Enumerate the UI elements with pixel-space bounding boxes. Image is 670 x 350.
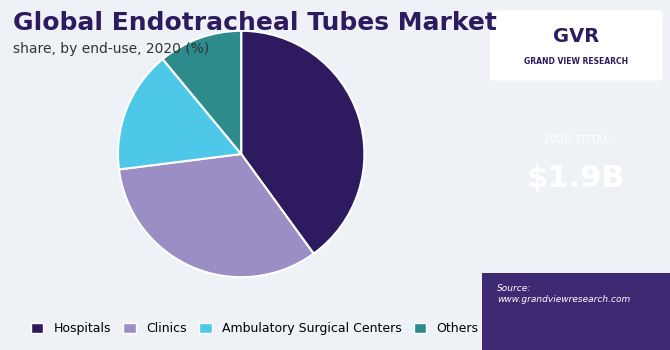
Wedge shape bbox=[241, 31, 364, 254]
Text: Source:
www.grandviewresearch.com: Source: www.grandviewresearch.com bbox=[497, 284, 630, 304]
Text: $1.9B: $1.9B bbox=[527, 164, 626, 193]
Text: share, by end-use, 2020 (%): share, by end-use, 2020 (%) bbox=[13, 42, 210, 56]
FancyBboxPatch shape bbox=[490, 10, 663, 80]
FancyBboxPatch shape bbox=[482, 273, 670, 350]
Wedge shape bbox=[163, 31, 241, 154]
Wedge shape bbox=[119, 154, 314, 277]
Text: GVR: GVR bbox=[553, 27, 600, 46]
Wedge shape bbox=[118, 59, 241, 169]
Text: 2020 TOTAL: 2020 TOTAL bbox=[543, 135, 610, 145]
Text: Global Endotracheal Tubes Market: Global Endotracheal Tubes Market bbox=[13, 10, 497, 35]
Legend: Hospitals, Clinics, Ambulatory Surgical Centers, Others: Hospitals, Clinics, Ambulatory Surgical … bbox=[26, 317, 483, 340]
Text: GRAND VIEW RESEARCH: GRAND VIEW RESEARCH bbox=[524, 57, 628, 66]
